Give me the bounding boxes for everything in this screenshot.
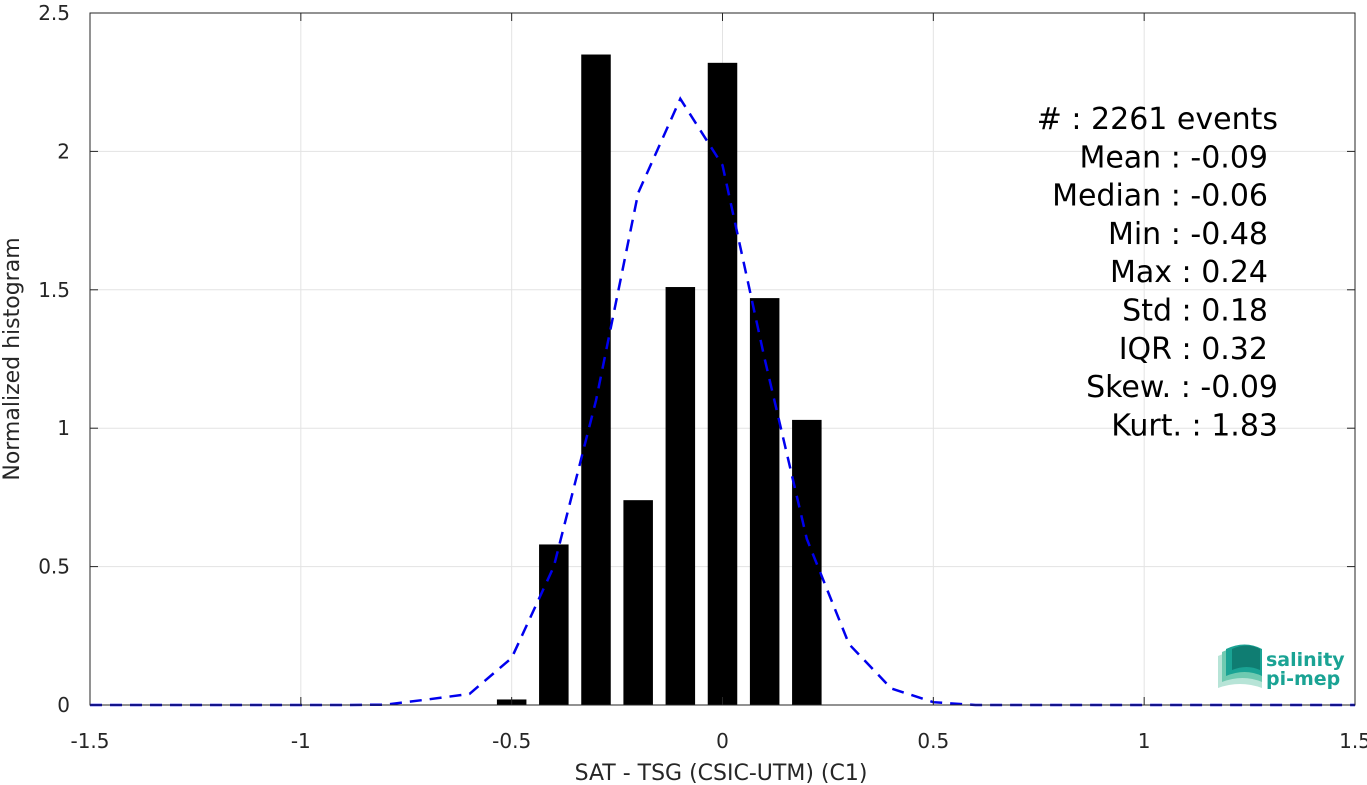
stat-line: Median : -0.06 (1052, 179, 1268, 214)
x-axis-label: SAT - TSG (CSIC-UTM) (C1) (575, 761, 868, 785)
x-tick-label: -0.5 (492, 729, 531, 753)
histogram-bar (581, 54, 611, 705)
y-tick-label: 2.5 (38, 1, 70, 25)
logo-line-2: pi-mep (1266, 668, 1340, 690)
axis-ticks: -1.5 -1 -0.5 0 0.5 1 1.5 0 0.5 1 1.5 2 2.5 (38, 1, 1367, 753)
y-axis-label: Normalized histogram (0, 237, 25, 480)
y-tick-label: 0 (57, 693, 70, 717)
histogram-bar (623, 500, 653, 705)
stat-line: IQR : 0.32 (1119, 332, 1268, 367)
salinity-pi-mep-logo: salinity pi-mep (1218, 644, 1345, 690)
stat-line: Kurt. : 1.83 (1111, 408, 1278, 443)
x-tick-label: 0.5 (917, 729, 949, 753)
stat-line: Max : 0.24 (1110, 255, 1268, 290)
histogram-bar (749, 298, 780, 705)
logo-waves-icon (1218, 644, 1262, 688)
x-tick-label: 1 (1138, 729, 1151, 753)
x-tick-label: 1.5 (1339, 729, 1367, 753)
y-tick-label: 2 (57, 139, 70, 163)
x-tick-label: -1.5 (70, 729, 109, 753)
y-tick-label: 1.5 (38, 278, 70, 302)
stat-line: Mean : -0.09 (1079, 140, 1268, 175)
x-tick-label: 0 (716, 729, 729, 753)
stat-line: # : 2261 events (1037, 102, 1278, 137)
histogram-bars (496, 54, 822, 706)
y-tick-label: 1 (57, 416, 70, 440)
histogram-bar (665, 287, 696, 705)
logo-line-1: salinity (1266, 649, 1345, 671)
histogram-bar (707, 62, 738, 706)
stat-line: Std : 0.18 (1122, 294, 1268, 329)
histogram-bar (539, 544, 569, 705)
stat-line: Skew. : -0.09 (1086, 370, 1278, 405)
y-tick-label: 0.5 (38, 555, 70, 579)
stat-line: Min : -0.48 (1108, 217, 1268, 252)
x-tick-label: -1 (291, 729, 311, 753)
